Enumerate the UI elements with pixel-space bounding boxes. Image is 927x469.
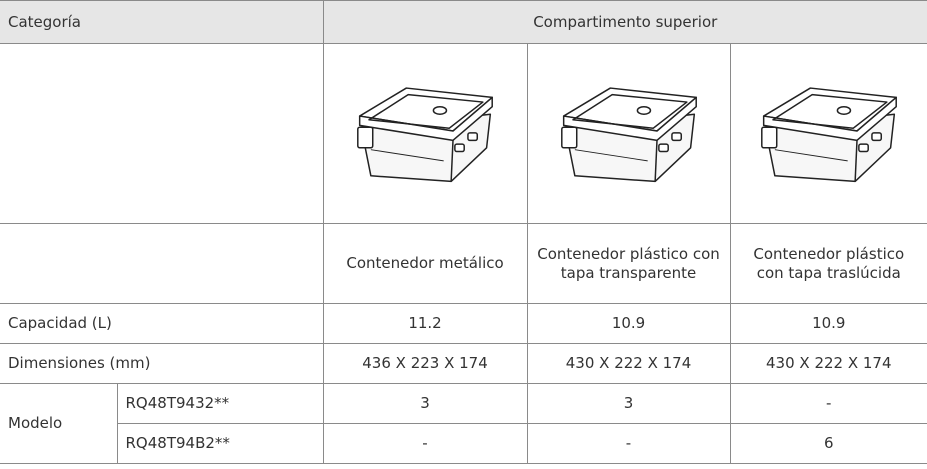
header-cell: Compartimento superior <box>322 0 927 44</box>
cell: 430 X 222 X 174 <box>729 343 927 384</box>
model-label: RQ48T94B2** <box>117 423 324 464</box>
image-cell <box>729 43 927 224</box>
name-cell: Contenedor metálico <box>322 223 528 304</box>
row-label: Modelo <box>0 383 118 464</box>
cell: - <box>729 383 927 424</box>
container-image <box>754 75 904 187</box>
cell: 436 X 223 X 174 <box>322 343 528 384</box>
container-image <box>350 75 500 187</box>
empty-cell <box>0 43 324 224</box>
cell: 10.9 <box>729 303 927 344</box>
name-cell: Contenedor plástico con tapa transparent… <box>526 223 731 304</box>
row-label: Dimensiones (mm) <box>0 343 324 384</box>
cell: 11.2 <box>322 303 528 344</box>
cell: - <box>526 423 731 464</box>
cell: 430 X 222 X 174 <box>526 343 731 384</box>
image-cell <box>322 43 528 224</box>
model-label: RQ48T9432** <box>116 383 324 424</box>
cell: 6 <box>729 423 927 464</box>
cell: 10.9 <box>526 303 731 344</box>
name-cell: Contenedor plástico con tapa traslúcida <box>729 223 927 304</box>
row-label: Capacidad (L) <box>0 303 324 344</box>
container-image <box>554 75 704 187</box>
cell: 3 <box>526 383 731 424</box>
empty-cell <box>0 223 324 304</box>
header-cell: Categoría <box>0 0 324 44</box>
cell: 3 <box>322 383 528 424</box>
image-cell <box>526 43 731 224</box>
cell: - <box>322 423 528 464</box>
